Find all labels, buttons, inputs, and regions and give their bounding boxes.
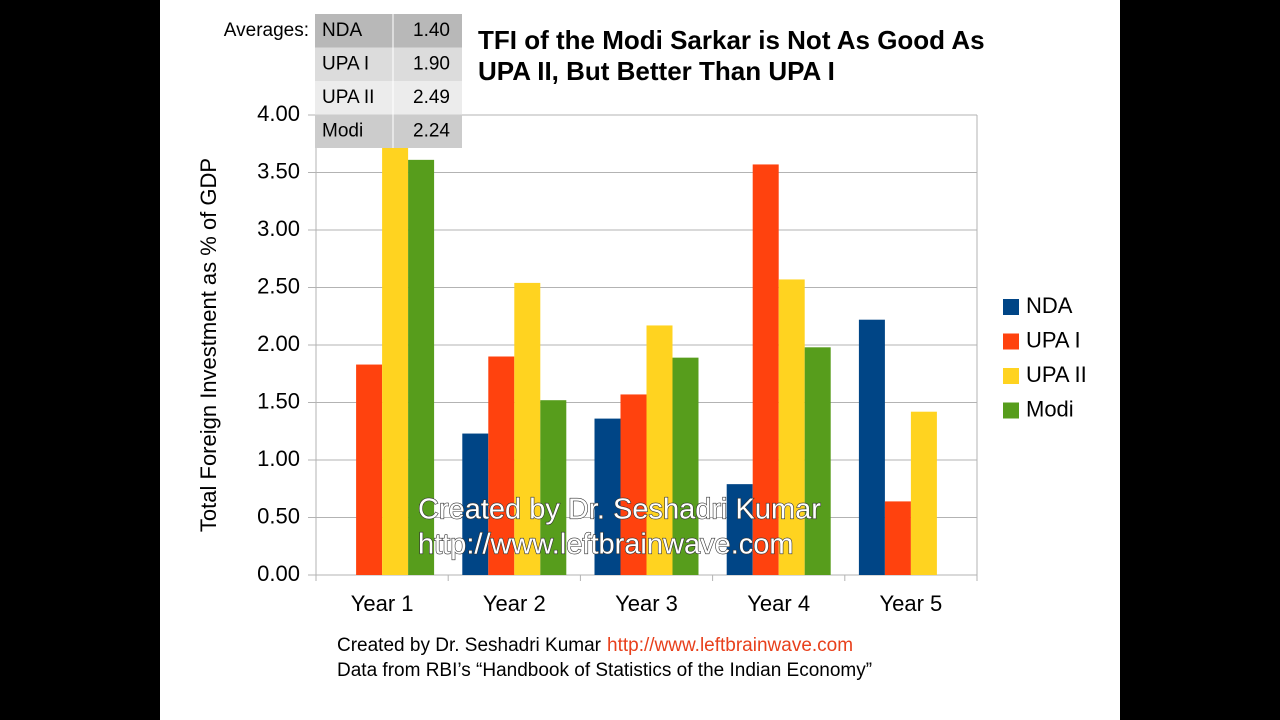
table-cell: [315, 81, 393, 115]
legend-swatch: [1003, 368, 1019, 384]
table-name: UPA I: [322, 54, 369, 75]
bar: [462, 433, 489, 575]
legend-label: NDA: [1026, 293, 1073, 318]
legend-label: UPA II: [1026, 362, 1087, 387]
legend-swatch: [1003, 333, 1019, 350]
y-tick-label: 1.50: [257, 388, 300, 413]
y-tick-label: 2.00: [257, 331, 300, 356]
table-name: UPA II: [322, 87, 374, 108]
table-cell: [393, 14, 462, 48]
y-axis-title: Total Foreign Investment as % of GDP: [196, 158, 221, 532]
table-cell: [315, 114, 393, 148]
table-cell: [393, 47, 462, 81]
bar: [752, 164, 779, 575]
bar: [594, 418, 621, 575]
table-name: NDA: [322, 20, 362, 41]
x-tick-label: Year 4: [747, 591, 810, 616]
table-cell: [393, 114, 462, 148]
y-tick-label: 3.50: [257, 158, 300, 183]
bar: [804, 347, 831, 575]
watermark: Created by Dr. Seshadri Kumar: [418, 494, 821, 526]
bar: [910, 411, 937, 575]
bar: [620, 394, 647, 575]
y-tick-label: 0.00: [257, 561, 300, 586]
table-cell: [315, 47, 393, 81]
legend-swatch: [1003, 299, 1019, 315]
y-tick-label: 3.00: [257, 216, 300, 241]
watermark: http://www.leftbrainwave.com: [418, 529, 794, 561]
bar: [382, 143, 409, 575]
x-tick-label: Year 2: [483, 591, 546, 616]
table-value: 1.40: [413, 20, 450, 41]
bar: [778, 279, 805, 575]
footer-source: Data from RBI’s “Handbook of Statistics …: [337, 660, 872, 681]
footer-credit: Created by Dr. Seshadri Kumar http://www.…: [337, 635, 853, 656]
legend-label: UPA I: [1026, 327, 1081, 352]
y-tick-label: 2.50: [257, 273, 300, 298]
bar: [514, 282, 541, 575]
chart-title: TFI of the Modi Sarkar is Not As Good As: [478, 25, 985, 55]
x-tick-label: Year 1: [351, 591, 414, 616]
bar: [356, 364, 383, 575]
bar: [646, 325, 673, 575]
table-cell: [393, 81, 462, 115]
table-value: 2.24: [413, 121, 450, 142]
bar: [540, 400, 567, 575]
table-name: Modi: [322, 121, 363, 142]
table-cell: [315, 14, 393, 48]
bar: [488, 356, 515, 575]
table-value: 1.90: [413, 54, 450, 75]
legend-label: Modi: [1026, 396, 1074, 421]
averages-label: Averages:: [224, 20, 309, 41]
footer-url: http://www.leftbrainwave.com: [607, 635, 853, 656]
y-tick-label: 1.00: [257, 446, 300, 471]
x-tick-label: Year 3: [615, 591, 678, 616]
table-value: 2.49: [413, 87, 450, 108]
y-tick-label: 4.00: [257, 101, 300, 126]
bar: [858, 319, 885, 575]
y-tick-label: 0.50: [257, 503, 300, 528]
legend-swatch: [1003, 402, 1019, 419]
footer-credit-text: Created by Dr. Seshadri Kumar: [337, 635, 602, 656]
bar: [884, 501, 911, 575]
x-tick-label: Year 5: [879, 591, 942, 616]
chart-title: UPA II, But Better Than UPA I: [478, 56, 835, 86]
bar: [408, 159, 435, 575]
bar: [726, 484, 753, 575]
bar: [672, 357, 699, 575]
